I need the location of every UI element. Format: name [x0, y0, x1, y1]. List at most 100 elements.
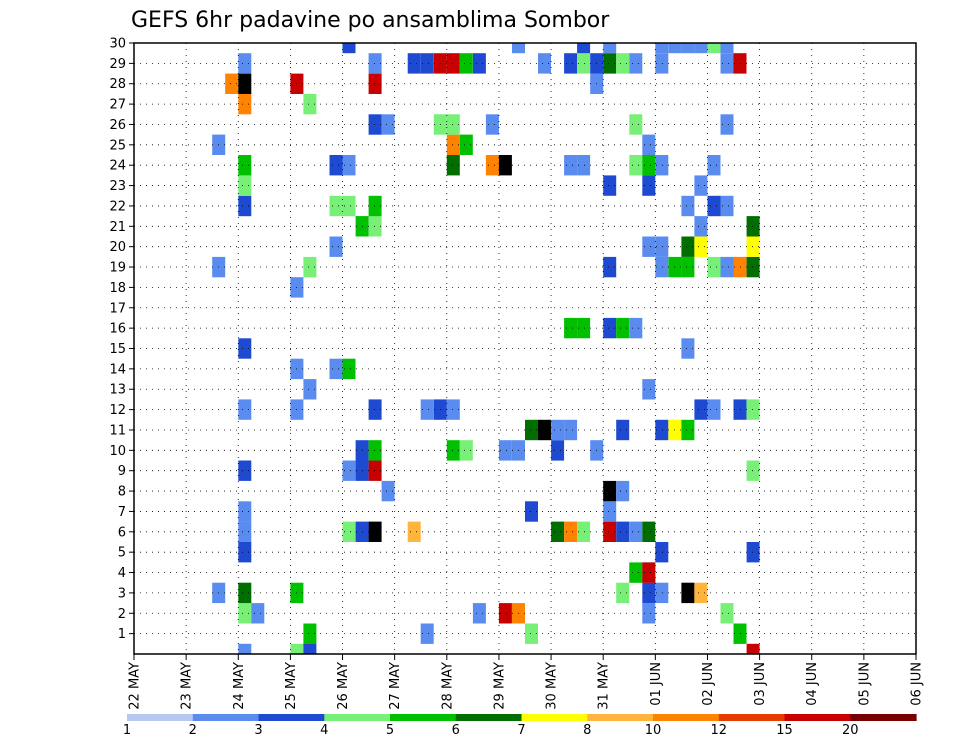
- heatmap-cell: [238, 521, 252, 542]
- heatmap-cell: [407, 521, 421, 542]
- heatmap-cell: [459, 440, 473, 461]
- x-tick-label: 25 MAY: [284, 662, 299, 710]
- heatmap-cell: [642, 562, 656, 583]
- heatmap-cell: [303, 256, 317, 278]
- heatmap-cell: [681, 195, 695, 217]
- heatmap-cell: [564, 155, 578, 176]
- heatmap-cell: [720, 195, 734, 217]
- x-tick-label: 03 JUN: [753, 662, 768, 706]
- heatmap-cell: [525, 501, 538, 522]
- heatmap-cell: [603, 317, 617, 339]
- heatmap-cell: [720, 114, 734, 135]
- heatmap-cell: [303, 379, 317, 400]
- heatmap-cell: [368, 53, 382, 74]
- heatmap-cell: [238, 195, 252, 217]
- heatmap-cell: [629, 317, 643, 339]
- heatmap-cells: [212, 43, 760, 654]
- colorbar-label: 4: [320, 723, 328, 738]
- heatmap-cell: [485, 155, 499, 176]
- heatmap-cell: [225, 73, 239, 94]
- heatmap-cell: [655, 419, 669, 441]
- heatmap-cell: [642, 155, 656, 176]
- heatmap-cell: [603, 480, 617, 502]
- y-tick-label: 26: [109, 118, 126, 133]
- y-tick-label: 28: [109, 77, 126, 92]
- heatmap-cell: [642, 603, 656, 624]
- heatmap-cell: [616, 480, 630, 502]
- heatmap-cell: [446, 399, 460, 420]
- y-tick-label: 22: [109, 199, 126, 214]
- heatmap-cell: [342, 358, 356, 380]
- y-tick-label: 7: [118, 505, 126, 520]
- y-tick-label: 12: [109, 403, 126, 418]
- heatmap-cell: [707, 195, 721, 217]
- heatmap-cell: [238, 399, 252, 420]
- y-tick-label: 8: [118, 485, 126, 500]
- heatmap-cell: [446, 440, 460, 461]
- x-tick-label: 24 MAY: [232, 662, 247, 710]
- colorbar-swatch: [192, 714, 260, 721]
- colorbar-label: 10: [645, 723, 662, 738]
- heatmap-cell: [551, 440, 565, 461]
- heatmap-cell: [238, 93, 252, 115]
- heatmap-cell: [290, 643, 304, 654]
- y-tick-label: 11: [109, 423, 126, 438]
- y-tick-label: 6: [118, 525, 126, 540]
- y-tick-label: 21: [109, 220, 126, 235]
- heatmap-cell: [629, 155, 643, 176]
- heatmap-cell: [746, 216, 760, 237]
- heatmap-cell: [342, 521, 356, 542]
- x-tick-label: 31 MAY: [597, 662, 612, 710]
- y-tick-label: 24: [109, 159, 126, 174]
- heatmap-cell: [342, 460, 356, 481]
- y-tick-label: 23: [109, 179, 126, 194]
- colorbar-swatch: [390, 714, 457, 721]
- colorbar-label: 6: [452, 723, 460, 738]
- heatmap-cell: [681, 256, 695, 278]
- heatmap-cell: [720, 43, 734, 54]
- heatmap-cell: [368, 195, 382, 217]
- heatmap-cell: [707, 399, 721, 420]
- heatmap-cell: [238, 175, 252, 196]
- y-tick-label: 4: [118, 566, 126, 581]
- y-tick-label: 16: [109, 322, 126, 337]
- colorbar-swatch: [127, 714, 194, 721]
- heatmap-cell: [577, 521, 591, 542]
- heatmap-cell: [603, 521, 617, 542]
- heatmap-cell: [368, 399, 382, 420]
- colorbar-label: 3: [254, 723, 262, 738]
- heatmap-cell: [616, 419, 630, 441]
- x-tick-label: 06 JUN: [910, 662, 925, 706]
- heatmap-cell: [603, 256, 617, 278]
- y-axis: 1234567891011121314151617181920212223242…: [109, 37, 134, 642]
- heatmap-cell: [238, 542, 252, 563]
- heatmap-cell: [238, 460, 252, 481]
- heatmap-cell: [420, 399, 434, 420]
- heatmap-cell: [538, 53, 551, 74]
- heatmap-cell: [746, 643, 760, 654]
- heatmap-cell: [564, 317, 578, 339]
- heatmap-cell: [642, 582, 656, 604]
- y-tick-label: 9: [118, 464, 126, 479]
- heatmap-cell: [720, 53, 734, 74]
- x-tick-label: 27 MAY: [388, 662, 403, 710]
- y-tick-label: 1: [118, 627, 126, 642]
- heatmap-cell: [681, 419, 695, 441]
- chart-title: GEFS 6hr padavine po ansamblima Sombor: [131, 8, 610, 33]
- heatmap-cell: [629, 521, 643, 542]
- x-tick-label: 30 MAY: [545, 662, 560, 710]
- heatmap-cell: [603, 53, 617, 74]
- heatmap-cell: [616, 521, 630, 542]
- colorbar-label: 2: [189, 723, 197, 738]
- y-tick-label: 2: [118, 607, 126, 622]
- heatmap-cell: [642, 134, 656, 155]
- heatmap-cell: [655, 43, 669, 54]
- heatmap-cell: [694, 399, 708, 420]
- x-tick-label: 29 MAY: [492, 662, 507, 710]
- heatmap-cell: [238, 501, 252, 522]
- colorbar-swatch: [258, 714, 325, 721]
- x-axis: 22 MAY 23 MAY 24 MAY 25 MAY 26 MAY 27 MAY 28 M…: [128, 654, 925, 710]
- heatmap-cell: [694, 582, 708, 604]
- heatmap-cell: [668, 43, 682, 54]
